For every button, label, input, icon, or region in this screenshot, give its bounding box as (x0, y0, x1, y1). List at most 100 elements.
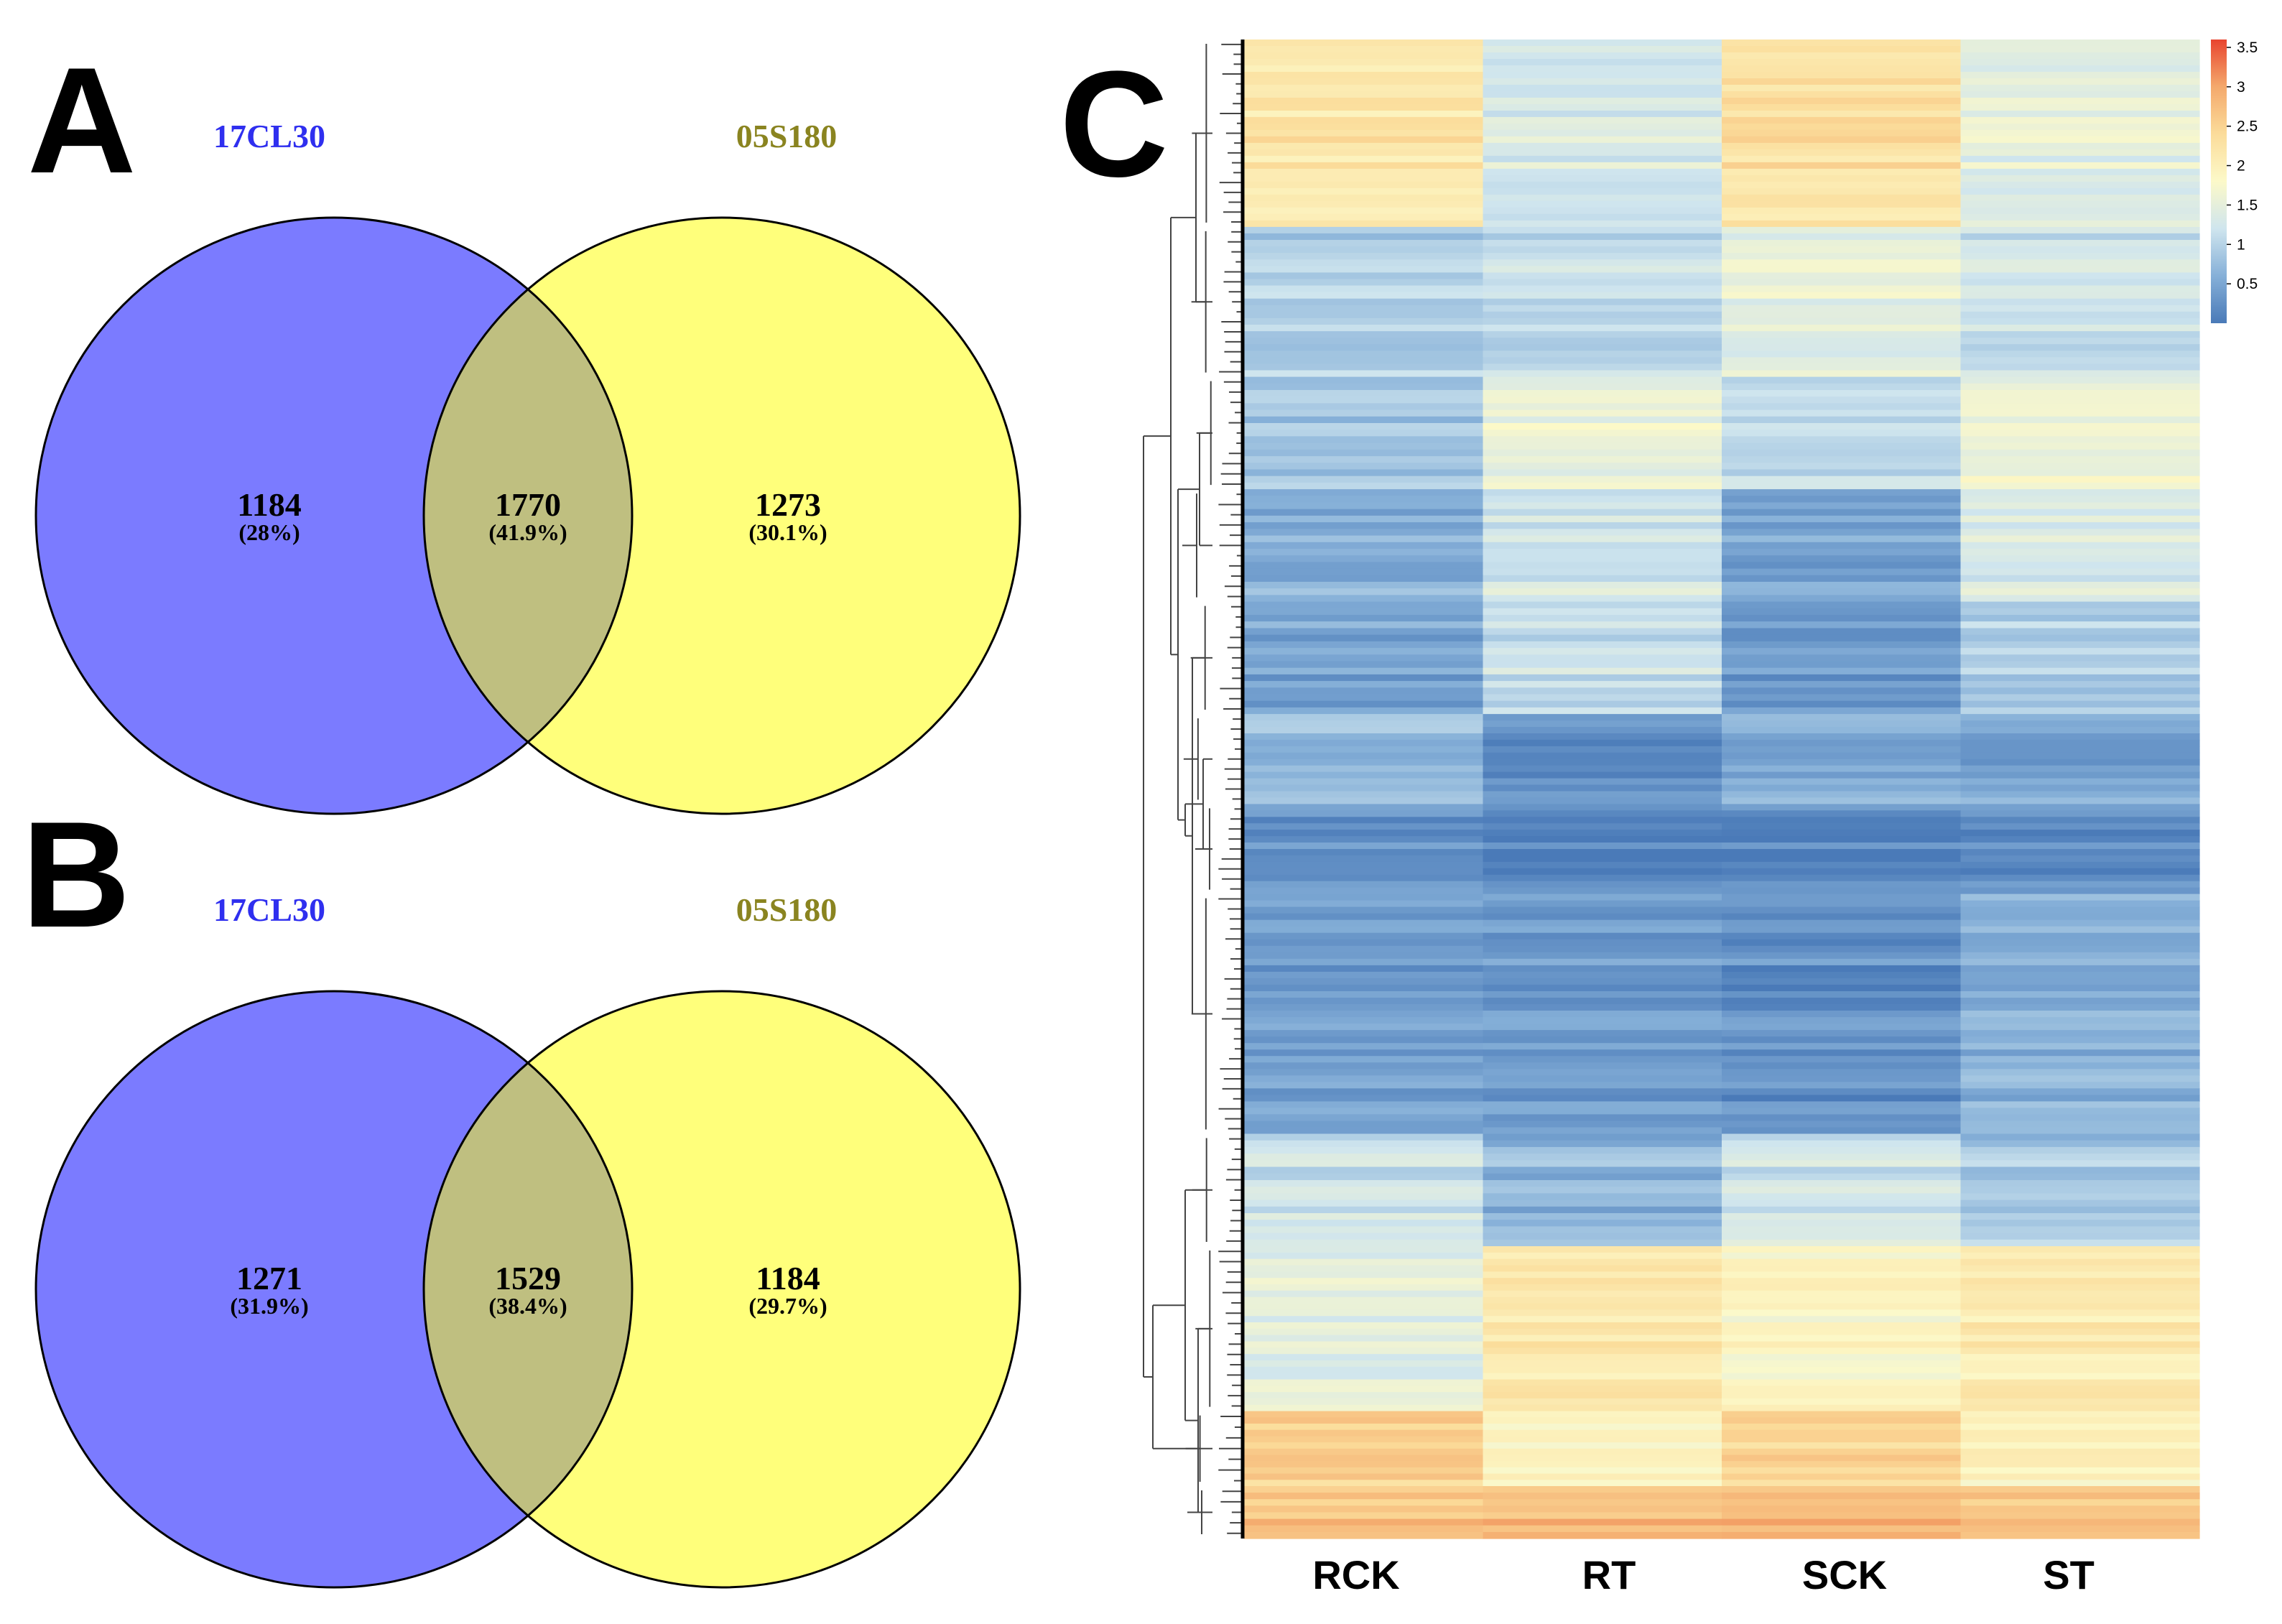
heatmap-cell (1960, 1017, 2200, 1024)
heatmap-cell (1244, 797, 1484, 804)
heatmap-cell (1722, 200, 1962, 208)
heatmap-cell (1722, 1160, 1962, 1168)
heatmap-cell (1960, 91, 2200, 98)
heatmap-cell (1722, 220, 1962, 228)
heatmap-cell (1483, 496, 1722, 504)
heatmap-cell (1483, 1108, 1722, 1115)
heatmap-cell (1960, 363, 2200, 371)
heatmap-cell (1722, 1505, 1962, 1513)
heatmap-cell (1960, 496, 2200, 504)
heatmap-cell (1722, 1398, 1962, 1406)
heatmap-cell (1722, 991, 1962, 998)
heatmap-cell (1722, 383, 1962, 391)
heatmap-cell (1960, 568, 2200, 576)
heatmap-cell (1960, 1233, 2200, 1240)
heatmap-cell (1483, 463, 1722, 470)
heatmap-cell (1483, 142, 1722, 150)
heatmap-cell (1722, 226, 1962, 234)
heatmap-cell (1960, 220, 2200, 228)
heatmap-cell (1722, 52, 1962, 60)
heatmap-cell (1483, 292, 1722, 300)
heatmap-cell (1244, 868, 1484, 876)
heatmap-cell (1722, 1226, 1962, 1234)
heatmap-cell (1483, 200, 1722, 208)
heatmap-cell (1483, 634, 1722, 642)
heatmap-cell (1960, 292, 2200, 300)
heatmap-cell (1960, 423, 2200, 430)
heatmap-cell (1244, 945, 1484, 953)
heatmap-cell (1244, 1341, 1484, 1348)
heatmap-cell (1722, 1436, 1962, 1443)
heatmap-cell (1960, 797, 2200, 804)
heatmap-cell (1722, 1354, 1962, 1361)
heatmap-cell (1722, 1200, 1962, 1207)
heatmap-cell (1960, 765, 2200, 773)
heatmap-cell (1483, 615, 1722, 622)
heatmap-cell (1244, 849, 1484, 856)
heatmap-cell (1483, 1486, 1722, 1493)
heatmap-cell (1722, 1024, 1962, 1031)
heatmap-cell (1960, 1531, 2200, 1539)
heatmap-cell (1960, 1154, 2200, 1161)
heatmap-cell (1722, 91, 1962, 98)
heatmap-cell (1244, 482, 1484, 490)
heatmap-cell (1483, 945, 1722, 953)
heatmap-cell (1244, 958, 1484, 966)
heatmap-cell (1483, 1187, 1722, 1194)
heatmap-cell (1244, 1271, 1484, 1279)
heatmap-cell (1960, 430, 2200, 437)
heatmap-cell (1960, 344, 2200, 351)
heatmap-cell (1722, 1499, 1962, 1506)
heatmap-cell (1960, 900, 2200, 908)
heatmap-cell (1722, 984, 1962, 992)
heatmap-cell (1960, 1049, 2200, 1057)
heatmap-cell (1960, 1036, 2200, 1044)
heatmap-cell (1960, 1322, 2200, 1330)
heatmap-cell (1960, 707, 2200, 715)
heatmap-cell (1483, 351, 1722, 358)
heatmap-cell (1722, 1213, 1962, 1220)
heatmap-cell (1244, 509, 1484, 516)
heatmap-cell (1722, 325, 1962, 332)
heatmap-cell (1483, 1265, 1722, 1272)
heatmap-cell (1722, 958, 1962, 966)
heatmap-cell (1722, 1239, 1962, 1247)
heatmap-cell (1722, 1233, 1962, 1240)
heatmap-cell (1483, 978, 1722, 985)
heatmap-cell (1722, 363, 1962, 371)
heatmap-cell (1722, 778, 1962, 786)
heatmap-cell (1960, 1140, 2200, 1148)
heatmap-cell (1244, 746, 1484, 753)
heatmap-cell (1244, 149, 1484, 157)
heatmap-cell (1483, 1454, 1722, 1462)
colorbar-tick-label: 2.5 (2237, 119, 2258, 135)
heatmap-cell (1244, 1088, 1484, 1095)
heatmap-cell (1960, 542, 2200, 549)
heatmap-cell (1722, 463, 1962, 470)
heatmap-cell (1960, 1043, 2200, 1050)
heatmap-cell (1483, 714, 1722, 721)
heatmap-cell (1960, 1108, 2200, 1115)
heatmap-cell (1244, 1187, 1484, 1194)
heatmap-cell (1960, 595, 2200, 603)
heatmap-cell (1483, 469, 1722, 477)
heatmap-cell (1722, 939, 1962, 947)
heatmap-cell (1244, 1258, 1484, 1266)
heatmap-cell (1722, 266, 1962, 273)
heatmap-cell (1960, 549, 2200, 556)
heatmap-cell (1722, 1258, 1962, 1266)
heatmap-cell (1483, 522, 1722, 529)
heatmap-cell (1722, 1120, 1962, 1128)
colorbar-ticks: 3.5 3 2.5 2 1.5 1 0.5 (2227, 40, 2258, 292)
heatmap-cell (1483, 1030, 1722, 1037)
heatmap-cell (1960, 1429, 2200, 1437)
heatmap-cell (1483, 298, 1722, 306)
heatmap-cell (1483, 595, 1722, 603)
heatmap-cell (1483, 1154, 1722, 1161)
heatmap-cell (1960, 1499, 2200, 1506)
heatmap-cell (1722, 1404, 1962, 1412)
heatmap-cell (1722, 1166, 1962, 1174)
venn-a-left-pct: (28%) (238, 519, 300, 545)
heatmap-cell (1244, 246, 1484, 254)
heatmap-cell (1244, 207, 1484, 215)
